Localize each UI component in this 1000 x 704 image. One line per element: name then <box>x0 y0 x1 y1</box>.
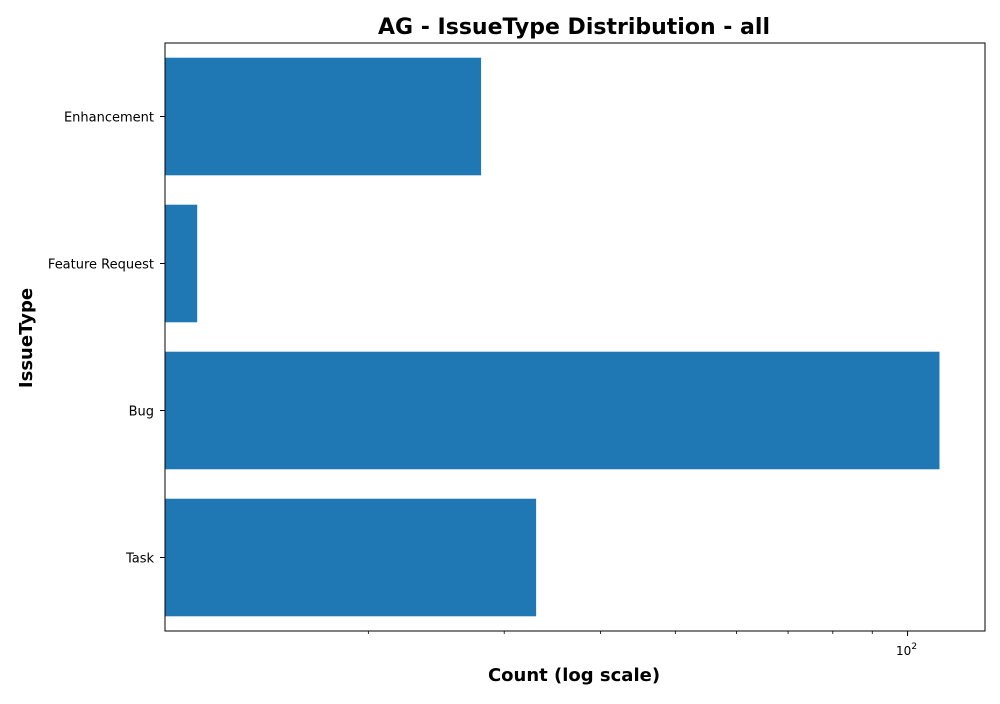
y-tick-label: Feature Request <box>48 258 154 273</box>
x-axis-label: Count (log scale) <box>488 665 660 686</box>
plot-frame <box>164 42 986 632</box>
y-tick-label: Enhancement <box>64 111 154 126</box>
bar-feature-request <box>165 204 198 323</box>
x-tick-label: 102 <box>896 642 917 658</box>
plot-area: Enhancement Feature Request Bug Task 102 <box>48 42 986 658</box>
bar-enhancement <box>165 57 482 176</box>
y-tick-label: Task <box>125 552 155 567</box>
y-axis-label: IssueType <box>16 288 37 388</box>
bar-bug <box>165 351 940 470</box>
y-tick-label: Bug <box>129 405 154 420</box>
chart-title: AG - IssueType Distribution - all <box>378 15 770 40</box>
bar-task <box>165 498 537 617</box>
